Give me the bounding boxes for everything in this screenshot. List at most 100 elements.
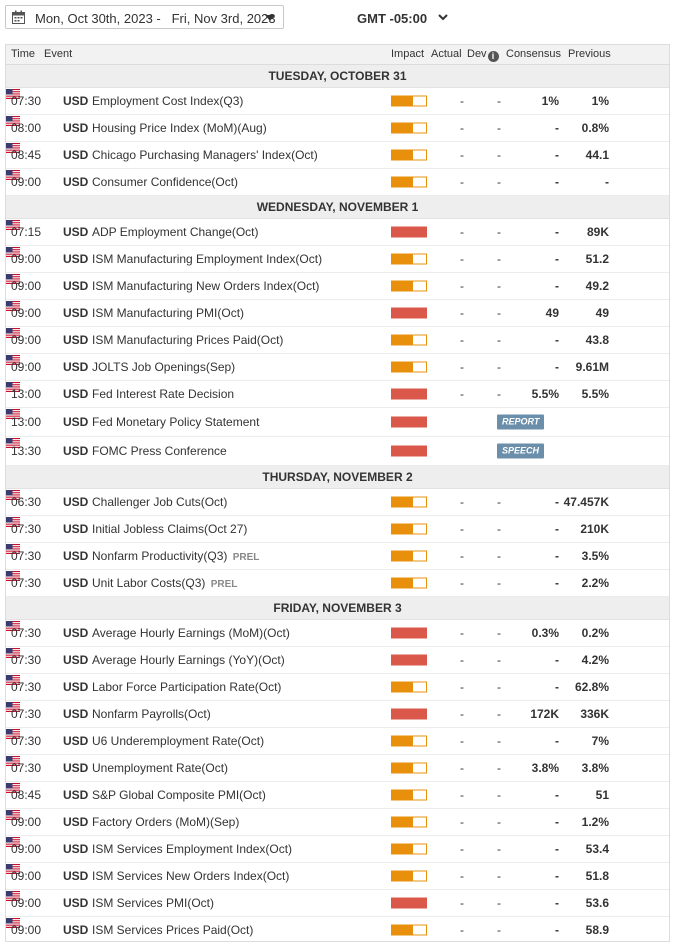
event-name[interactable]: Labor Force Participation Rate(Oct) <box>92 680 281 694</box>
previous-value: 3.8% <box>581 761 609 775</box>
chevron-down-icon[interactable] <box>437 12 449 22</box>
event-currency: USD <box>63 761 89 775</box>
table-row[interactable]: 07:30 USD Nonfarm Payrolls(Oct) - - 172K 336K <box>6 701 669 728</box>
consensus-value: - <box>555 842 559 856</box>
table-row[interactable]: 06:30 USD Challenger Job Cuts(Oct) - - -47.4… <box>6 489 669 516</box>
event-time: 07:30 <box>11 761 42 775</box>
us-flag-icon <box>6 247 20 257</box>
table-row[interactable]: 07:30 USD Unit Labor Costs(Q3) PREL - - - 2.2… <box>6 570 669 597</box>
timezone-selector[interactable]: GMT -05:00 <box>357 11 428 26</box>
actual-value: - <box>460 121 464 135</box>
table-row[interactable]: 09:00 USD ISM Services PMI(Oct) - - - 53.6 <box>6 890 669 917</box>
event-name[interactable]: ISM Manufacturing PMI(Oct) <box>92 306 244 320</box>
report-tag[interactable]: REPORT <box>497 414 545 430</box>
event-name[interactable]: S&P Global Composite PMI(Oct) <box>92 788 266 802</box>
event-name[interactable]: Nonfarm Payrolls(Oct) <box>92 707 211 721</box>
table-row[interactable]: 08:45 USD S&P Global Composite PMI(Oct) - -… <box>6 782 669 809</box>
table-row[interactable]: 09:00 USD ISM Manufacturing Prices Paid(O… <box>6 327 669 354</box>
consensus-value: - <box>555 360 559 374</box>
event-name[interactable]: U6 Underemployment Rate(Oct) <box>92 734 264 748</box>
column-time: Time <box>11 48 36 60</box>
table-row[interactable]: 07:30 USD Initial Jobless Claims(Oct 27) -… <box>6 516 669 543</box>
consensus-value: - <box>555 148 559 162</box>
event-name-text: Fed Interest Rate Decision <box>92 387 235 401</box>
table-row[interactable]: 13:00 USD Fed Monetary Policy Statement RE… <box>6 408 669 437</box>
event-name[interactable]: Unit Labor Costs(Q3) PREL <box>92 576 237 590</box>
table-row[interactable]: 09:00 USD ISM Manufacturing New Orders In… <box>6 273 669 300</box>
event-name-text: Nonfarm Payrolls(Oct) <box>92 707 211 721</box>
actual-value: - <box>460 522 464 536</box>
table-row[interactable]: 07:15 USD ADP Employment Change(Oct) - - - 89… <box>6 219 669 246</box>
table-row[interactable]: 07:30 USD Average Hourly Earnings (MoM)(O… <box>6 620 669 647</box>
event-name[interactable]: Unemployment Rate(Oct) <box>92 761 228 775</box>
event-time: 09:00 <box>11 842 42 856</box>
event-name-text: Consumer Confidence(Oct) <box>92 175 239 189</box>
event-name[interactable]: JOLTS Job Openings(Sep) <box>92 360 235 374</box>
event-currency: USD <box>63 680 89 694</box>
consensus-value: - <box>555 175 559 189</box>
event-name[interactable]: Nonfarm Productivity(Q3) PREL <box>92 549 259 563</box>
date-range-picker[interactable]: Mon, Oct 30th, 2023 - Fri, Nov 3rd, 2023 <box>5 5 284 29</box>
table-row[interactable]: 07:30 USD Average Hourly Earnings (YoY)(O… <box>6 647 669 674</box>
table-row[interactable]: 13:00 USD Fed Interest Rate Decision - - 5.5… <box>6 381 669 408</box>
event-name[interactable]: Fed Monetary Policy Statement <box>92 415 259 429</box>
event-name[interactable]: Factory Orders (MoM)(Sep) <box>92 815 239 829</box>
table-row[interactable]: 08:45 USD Chicago Purchasing Managers' In… <box>6 142 669 169</box>
event-name[interactable]: ISM Services New Orders Index(Oct) <box>92 869 289 883</box>
consensus-value: - <box>555 923 559 937</box>
deviation-value: - <box>497 360 501 374</box>
consensus-value: 0.3% <box>531 626 559 640</box>
event-name[interactable]: ISM Manufacturing New Orders Index(Oct) <box>92 279 319 293</box>
table-row[interactable]: 09:00 USD ISM Manufacturing PMI(Oct) - - 49 4… <box>6 300 669 327</box>
impact-medium-bar <box>391 924 427 936</box>
event-name[interactable]: Challenger Job Cuts(Oct) <box>92 495 227 509</box>
event-time: 07:30 <box>11 549 42 563</box>
event-currency: USD <box>63 653 89 667</box>
table-row[interactable]: 07:30 USD Labor Force Participation Rate(… <box>6 674 669 701</box>
table-row[interactable]: 13:30 USD FOMC Press Conference SPEECH <box>6 437 669 466</box>
us-flag-icon <box>6 490 20 500</box>
deviation-value: - <box>497 522 501 536</box>
table-row[interactable]: 07:30 USD Nonfarm Productivity(Q3) PREL - -… <box>6 543 669 570</box>
event-name[interactable]: FOMC Press Conference <box>92 444 227 458</box>
event-name[interactable]: ISM Services PMI(Oct) <box>92 896 214 910</box>
table-row[interactable]: 09:00 USD ISM Services New Orders Index(O… <box>6 863 669 890</box>
event-name[interactable]: Average Hourly Earnings (YoY)(Oct) <box>92 653 285 667</box>
table-row[interactable]: 07:30 USD U6 Underemployment Rate(Oct) - - -… <box>6 728 669 755</box>
event-name[interactable]: Average Hourly Earnings (MoM)(Oct) <box>92 626 290 640</box>
previous-value: 53.4 <box>585 842 609 856</box>
event-time: 07:30 <box>11 94 42 108</box>
day-header: FRIDAY, NOVEMBER 3 <box>6 597 669 620</box>
table-row[interactable]: 09:00 USD JOLTS Job Openings(Sep) - - - 9.61M <box>6 354 669 381</box>
event-name[interactable]: Chicago Purchasing Managers' Index(Oct) <box>92 148 318 162</box>
table-row[interactable]: 09:00 USD ISM Services Employment Index(O… <box>6 836 669 863</box>
event-name[interactable]: ISM Services Employment Index(Oct) <box>92 842 292 856</box>
actual-value: - <box>460 252 464 266</box>
table-row[interactable]: 09:00 USD Factory Orders (MoM)(Sep) - - - 1.2… <box>6 809 669 836</box>
previous-value: 9.61M <box>575 360 609 374</box>
table-row[interactable]: 08:00 USD Housing Price Index (MoM)(Aug) -… <box>6 115 669 142</box>
actual-value: - <box>460 225 464 239</box>
event-name[interactable]: Fed Interest Rate Decision <box>92 387 234 401</box>
table-row[interactable]: 09:00 USD Consumer Confidence(Oct) - - - - <box>6 169 669 196</box>
event-name[interactable]: Employment Cost Index(Q3) <box>92 94 243 108</box>
event-name[interactable]: ISM Manufacturing Employment Index(Oct) <box>92 252 322 266</box>
event-name[interactable]: Consumer Confidence(Oct) <box>92 175 238 189</box>
table-row[interactable]: 09:00 USD ISM Services Prices Paid(Oct) - -… <box>6 917 669 941</box>
event-name[interactable]: ADP Employment Change(Oct) <box>92 225 259 239</box>
table-row[interactable]: 07:30 USD Unemployment Rate(Oct) - - 3.8% 3.8… <box>6 755 669 782</box>
table-row[interactable]: 07:30 USD Employment Cost Index(Q3) - - 1% 1% <box>6 88 669 115</box>
actual-value: - <box>460 495 464 509</box>
event-name[interactable]: ISM Services Prices Paid(Oct) <box>92 923 253 937</box>
event-currency: USD <box>63 121 89 135</box>
speech-tag[interactable]: SPEECH <box>497 443 545 459</box>
actual-value: - <box>460 94 464 108</box>
event-time: 08:00 <box>11 121 42 135</box>
event-name[interactable]: Initial Jobless Claims(Oct 27) <box>92 522 247 536</box>
event-name[interactable]: ISM Manufacturing Prices Paid(Oct) <box>92 333 283 347</box>
impact-medium-bar <box>391 280 427 292</box>
deviation-value: - <box>497 306 501 320</box>
table-row[interactable]: 09:00 USD ISM Manufacturing Employment In… <box>6 246 669 273</box>
info-icon[interactable]: i <box>487 51 499 62</box>
event-name[interactable]: Housing Price Index (MoM)(Aug) <box>92 121 267 135</box>
